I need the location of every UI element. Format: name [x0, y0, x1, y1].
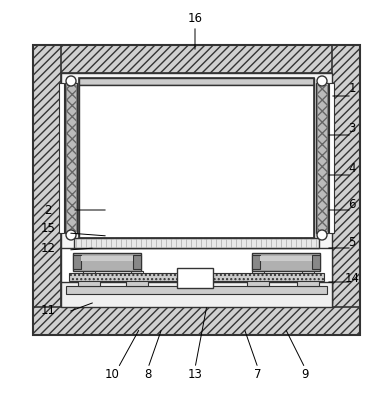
Bar: [33, 307, 360, 335]
Bar: [33, 45, 360, 335]
Bar: [78, 278, 100, 286]
Text: 6: 6: [348, 199, 356, 211]
Bar: [131, 271, 143, 284]
Text: 9: 9: [301, 369, 309, 382]
Bar: [33, 307, 360, 335]
Bar: [61, 73, 332, 307]
Text: 15: 15: [41, 222, 55, 234]
Text: 4: 4: [348, 162, 356, 174]
Bar: [59, 83, 64, 233]
Bar: [79, 78, 314, 85]
Text: 11: 11: [41, 304, 55, 316]
Bar: [247, 278, 269, 286]
Text: 7: 7: [254, 369, 262, 382]
Bar: [79, 85, 314, 238]
Bar: [65, 83, 77, 233]
Text: 8: 8: [144, 369, 152, 382]
Circle shape: [66, 76, 76, 86]
Bar: [126, 278, 148, 286]
Text: 13: 13: [188, 369, 202, 382]
Bar: [252, 253, 320, 271]
Bar: [329, 83, 334, 233]
Circle shape: [66, 230, 76, 240]
Bar: [73, 255, 81, 269]
Bar: [61, 248, 332, 303]
Bar: [316, 83, 328, 233]
Bar: [66, 286, 327, 294]
Bar: [252, 255, 260, 269]
Text: 14: 14: [344, 271, 360, 285]
Text: 16: 16: [188, 12, 202, 25]
Bar: [317, 85, 327, 231]
Text: 12: 12: [41, 242, 55, 254]
Bar: [83, 271, 95, 284]
Bar: [74, 238, 319, 248]
Bar: [297, 278, 319, 286]
Bar: [33, 45, 61, 335]
Bar: [312, 255, 320, 269]
Bar: [133, 255, 141, 269]
Circle shape: [317, 76, 327, 86]
Bar: [61, 282, 332, 307]
Bar: [177, 268, 213, 288]
Text: 2: 2: [44, 203, 52, 217]
Bar: [79, 78, 314, 238]
Text: 1: 1: [348, 82, 356, 94]
Text: 10: 10: [105, 369, 119, 382]
Bar: [69, 273, 324, 281]
Circle shape: [317, 230, 327, 240]
Bar: [73, 253, 141, 271]
Bar: [66, 85, 76, 231]
Bar: [332, 45, 360, 335]
Bar: [252, 271, 264, 284]
Bar: [33, 45, 360, 73]
Bar: [302, 271, 314, 284]
Bar: [260, 256, 312, 261]
Bar: [81, 256, 133, 261]
Text: 5: 5: [348, 236, 356, 248]
Text: 3: 3: [348, 121, 356, 135]
